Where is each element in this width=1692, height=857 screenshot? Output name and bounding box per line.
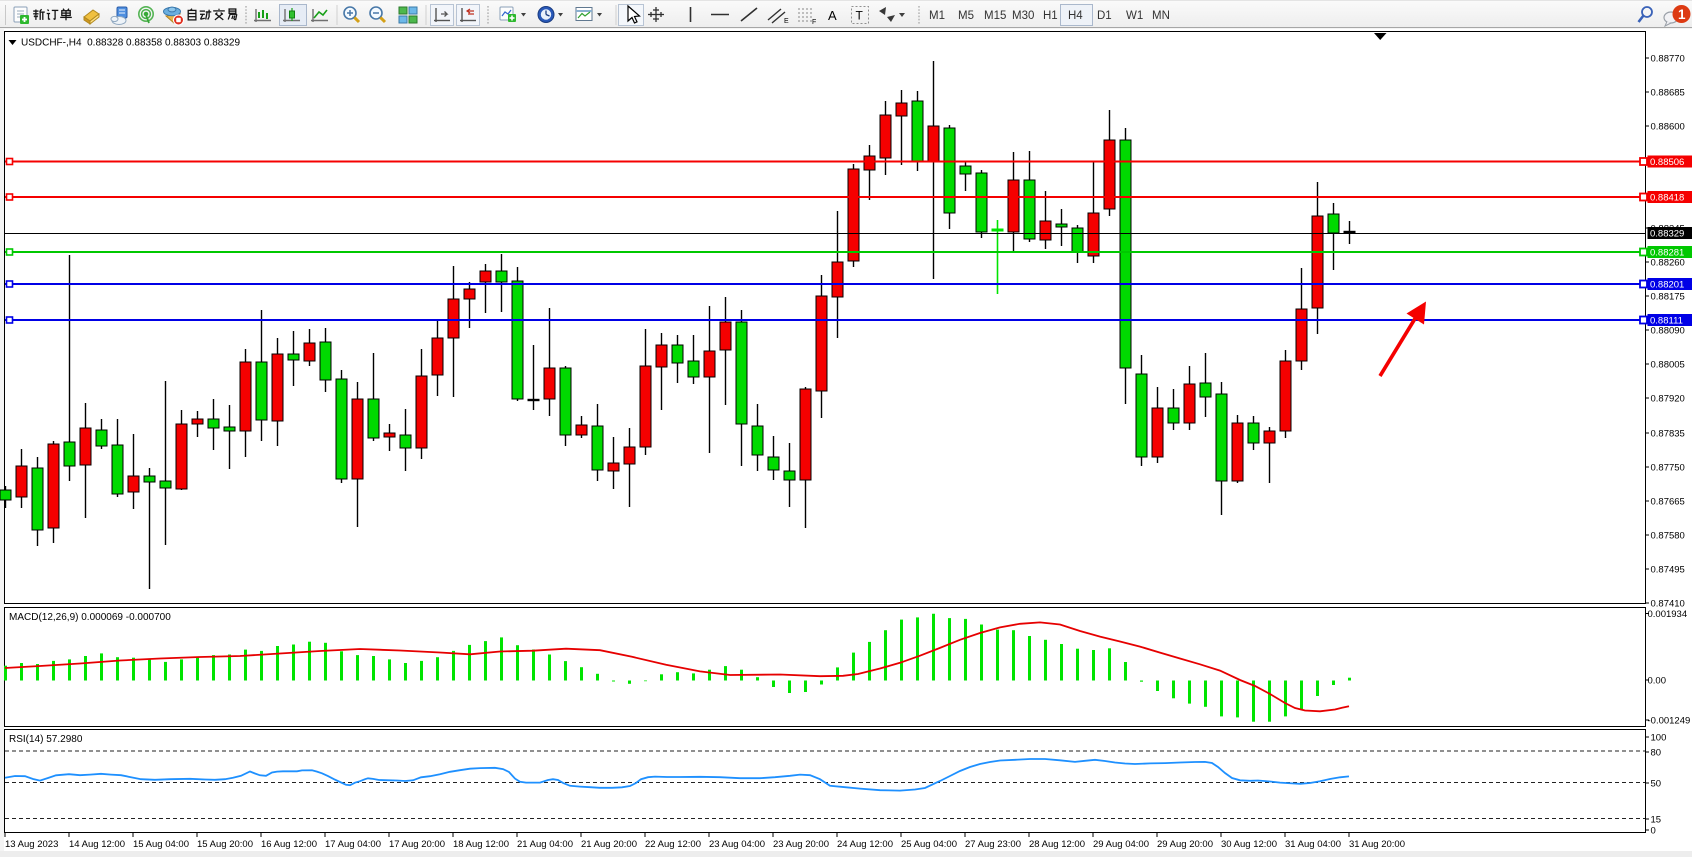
svg-text:0.88506: 0.88506 (1650, 157, 1684, 168)
svg-text:27 Aug 23:00: 27 Aug 23:00 (965, 839, 1021, 850)
svg-text:22 Aug 12:00: 22 Aug 12:00 (645, 839, 701, 850)
svg-text:0.87835: 0.87835 (1651, 429, 1685, 440)
svg-text:13 Aug 2023: 13 Aug 2023 (5, 839, 58, 850)
svg-text:1: 1 (1678, 7, 1686, 22)
svg-text:0.88201: 0.88201 (1650, 280, 1684, 291)
svg-text:0.88329: 0.88329 (1650, 229, 1684, 240)
svg-text:0.00: 0.00 (1648, 676, 1667, 687)
svg-text:H1: H1 (1043, 10, 1058, 22)
svg-text:23 Aug 04:00: 23 Aug 04:00 (709, 839, 765, 850)
svg-text:17 Aug 20:00: 17 Aug 20:00 (389, 839, 445, 850)
svg-text:14 Aug 12:00: 14 Aug 12:00 (69, 839, 125, 850)
svg-text:25 Aug 04:00: 25 Aug 04:00 (901, 839, 957, 850)
svg-text:50: 50 (1651, 779, 1662, 790)
svg-text:E: E (784, 18, 789, 25)
svg-text:0.88281: 0.88281 (1650, 248, 1684, 259)
svg-text:0.87410: 0.87410 (1651, 599, 1685, 610)
svg-text:30 Aug 12:00: 30 Aug 12:00 (1221, 839, 1277, 850)
svg-text:17 Aug 04:00: 17 Aug 04:00 (325, 839, 381, 850)
svg-text:0: 0 (1651, 826, 1656, 837)
svg-text:A: A (828, 8, 837, 23)
svg-text:0.88111: 0.88111 (1650, 316, 1683, 327)
svg-text:29 Aug 04:00: 29 Aug 04:00 (1093, 839, 1149, 850)
svg-text:0.001934: 0.001934 (1648, 609, 1688, 620)
svg-text:15 Aug 20:00: 15 Aug 20:00 (197, 839, 253, 850)
svg-text:T: T (856, 9, 864, 23)
svg-text:0.88770: 0.88770 (1651, 54, 1685, 65)
svg-text:21 Aug 04:00: 21 Aug 04:00 (517, 839, 573, 850)
svg-text:0.88090: 0.88090 (1651, 326, 1685, 337)
svg-text:15: 15 (1651, 815, 1662, 826)
svg-text:RSI(14) 57.2980: RSI(14) 57.2980 (9, 734, 83, 745)
svg-text:28 Aug 12:00: 28 Aug 12:00 (1029, 839, 1085, 850)
svg-text:18 Aug 12:00: 18 Aug 12:00 (453, 839, 509, 850)
svg-text:USDCHF-,H4 0.88328 0.88358 0.: USDCHF-,H4 0.88328 0.88358 0.88303 0.883… (21, 38, 240, 49)
svg-text:0.88260: 0.88260 (1651, 258, 1685, 269)
svg-text:24 Aug 12:00: 24 Aug 12:00 (837, 839, 893, 850)
svg-text:MACD(12,26,9) 0.000069 -0.0007: MACD(12,26,9) 0.000069 -0.000700 (9, 612, 171, 623)
svg-text:D1: D1 (1097, 10, 1112, 22)
svg-text:F: F (812, 19, 816, 26)
svg-text:MN: MN (1152, 10, 1170, 22)
svg-text:15 Aug 04:00: 15 Aug 04:00 (133, 839, 189, 850)
svg-text:M30: M30 (1012, 10, 1034, 22)
svg-text:0.88600: 0.88600 (1651, 122, 1685, 133)
svg-text:W1: W1 (1126, 10, 1143, 22)
svg-text:100: 100 (1651, 733, 1667, 744)
svg-text:0.87750: 0.87750 (1651, 463, 1685, 474)
svg-text:0.87580: 0.87580 (1651, 531, 1685, 542)
svg-text:0.87665: 0.87665 (1651, 497, 1685, 508)
svg-text:21 Aug 20:00: 21 Aug 20:00 (581, 839, 637, 850)
svg-text:31 Aug 04:00: 31 Aug 04:00 (1285, 839, 1341, 850)
svg-text:0.88418: 0.88418 (1650, 193, 1684, 204)
svg-text:0.88005: 0.88005 (1651, 360, 1685, 371)
svg-text:0.87920: 0.87920 (1651, 394, 1685, 405)
svg-text:31 Aug 20:00: 31 Aug 20:00 (1349, 839, 1405, 850)
svg-text:H4: H4 (1068, 10, 1083, 22)
svg-text:-0.001249: -0.001249 (1648, 716, 1691, 727)
svg-text:0.88175: 0.88175 (1651, 292, 1685, 303)
svg-text:0.88685: 0.88685 (1651, 88, 1685, 99)
svg-text:23 Aug 20:00: 23 Aug 20:00 (773, 839, 829, 850)
svg-text:M1: M1 (929, 10, 945, 22)
svg-text:M5: M5 (958, 10, 974, 22)
svg-text:0.87495: 0.87495 (1651, 565, 1685, 576)
svg-text:29 Aug 20:00: 29 Aug 20:00 (1157, 839, 1213, 850)
svg-text:80: 80 (1651, 748, 1662, 759)
svg-text:16 Aug 12:00: 16 Aug 12:00 (261, 839, 317, 850)
svg-text:M15: M15 (984, 10, 1006, 22)
